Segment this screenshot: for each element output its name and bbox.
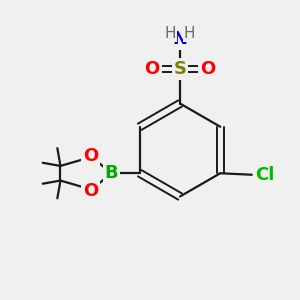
Text: S: S <box>173 60 187 78</box>
Text: Cl: Cl <box>255 166 275 184</box>
Text: N: N <box>172 30 188 48</box>
Text: O: O <box>83 147 98 165</box>
Text: B: B <box>104 164 118 182</box>
Text: O: O <box>145 60 160 78</box>
Text: H: H <box>184 26 195 41</box>
Text: O: O <box>83 182 98 200</box>
Text: H: H <box>165 26 176 41</box>
Text: O: O <box>200 60 215 78</box>
